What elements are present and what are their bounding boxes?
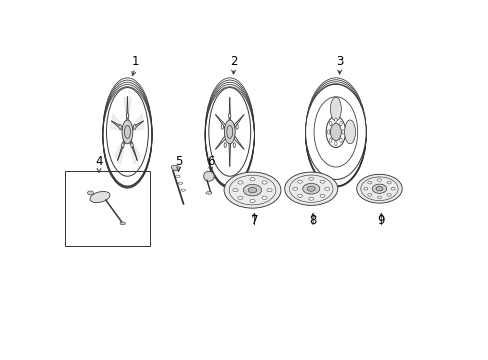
Polygon shape — [129, 138, 140, 164]
Text: 2: 2 — [229, 55, 237, 68]
Ellipse shape — [371, 184, 386, 193]
Ellipse shape — [90, 192, 110, 203]
Ellipse shape — [308, 197, 313, 200]
Ellipse shape — [228, 113, 230, 118]
Ellipse shape — [119, 125, 121, 129]
Ellipse shape — [224, 143, 226, 148]
Ellipse shape — [339, 138, 342, 142]
Ellipse shape — [203, 171, 214, 181]
Polygon shape — [123, 97, 131, 123]
Ellipse shape — [208, 87, 250, 176]
Ellipse shape — [124, 125, 130, 138]
Ellipse shape — [109, 93, 145, 171]
Ellipse shape — [305, 84, 366, 180]
Ellipse shape — [334, 141, 336, 146]
Ellipse shape — [224, 120, 235, 144]
Ellipse shape — [329, 138, 331, 142]
Ellipse shape — [87, 191, 93, 195]
Ellipse shape — [339, 121, 342, 126]
Ellipse shape — [205, 192, 211, 194]
Ellipse shape — [211, 93, 248, 171]
Ellipse shape — [126, 113, 128, 118]
Ellipse shape — [356, 174, 401, 203]
Ellipse shape — [320, 180, 324, 183]
Ellipse shape — [297, 180, 302, 183]
Ellipse shape — [133, 125, 136, 129]
Ellipse shape — [292, 187, 297, 190]
Text: 9: 9 — [377, 214, 385, 227]
Ellipse shape — [334, 118, 336, 122]
Ellipse shape — [327, 130, 329, 134]
Ellipse shape — [237, 181, 243, 184]
Ellipse shape — [377, 179, 381, 181]
Ellipse shape — [249, 178, 255, 181]
Ellipse shape — [367, 194, 371, 196]
Ellipse shape — [262, 181, 266, 184]
Text: 7: 7 — [250, 214, 258, 227]
Ellipse shape — [106, 87, 148, 176]
Ellipse shape — [226, 125, 232, 138]
Ellipse shape — [329, 121, 331, 126]
Ellipse shape — [344, 120, 355, 144]
Ellipse shape — [306, 186, 315, 191]
Text: 3: 3 — [335, 55, 343, 68]
Ellipse shape — [224, 172, 280, 208]
Polygon shape — [131, 114, 143, 131]
Polygon shape — [111, 114, 123, 131]
Ellipse shape — [320, 194, 324, 197]
Ellipse shape — [248, 188, 256, 193]
Ellipse shape — [308, 177, 313, 180]
Text: 8: 8 — [309, 214, 316, 227]
Ellipse shape — [377, 196, 381, 199]
Ellipse shape — [171, 165, 180, 171]
Ellipse shape — [375, 186, 382, 191]
Ellipse shape — [367, 181, 371, 184]
Text: 1: 1 — [131, 55, 139, 68]
Ellipse shape — [122, 120, 133, 144]
Ellipse shape — [262, 196, 266, 199]
Ellipse shape — [266, 189, 271, 192]
Ellipse shape — [390, 188, 394, 190]
Ellipse shape — [324, 187, 329, 190]
Ellipse shape — [341, 130, 344, 134]
Ellipse shape — [302, 183, 319, 194]
Ellipse shape — [233, 143, 235, 148]
Ellipse shape — [122, 143, 124, 148]
Ellipse shape — [386, 194, 390, 196]
Ellipse shape — [236, 125, 238, 129]
Text: 6: 6 — [206, 154, 214, 167]
Ellipse shape — [237, 196, 243, 199]
Ellipse shape — [313, 97, 357, 167]
Ellipse shape — [243, 184, 261, 196]
Bar — [65, 171, 150, 246]
Ellipse shape — [120, 222, 125, 225]
Ellipse shape — [386, 181, 390, 184]
Ellipse shape — [325, 116, 345, 148]
Ellipse shape — [221, 125, 223, 129]
Text: 4: 4 — [95, 154, 102, 167]
Text: 5: 5 — [175, 154, 182, 167]
Ellipse shape — [330, 123, 341, 140]
Polygon shape — [115, 138, 125, 164]
Ellipse shape — [330, 97, 341, 121]
Ellipse shape — [249, 199, 255, 203]
Ellipse shape — [363, 188, 367, 190]
Ellipse shape — [297, 194, 302, 197]
Ellipse shape — [131, 143, 133, 148]
Ellipse shape — [284, 172, 337, 205]
Ellipse shape — [232, 189, 238, 192]
